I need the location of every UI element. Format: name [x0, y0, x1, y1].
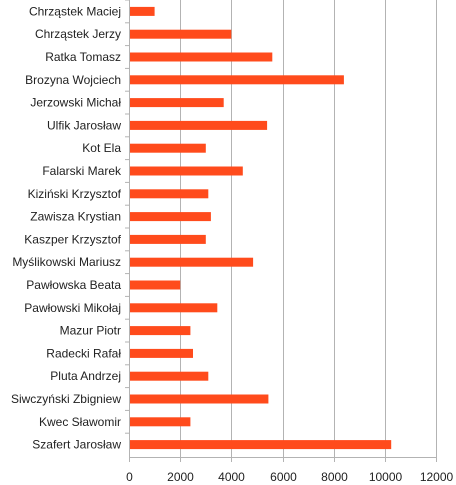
category-label: Falarski Marek: [42, 164, 122, 178]
bar: [130, 440, 392, 450]
bar: [130, 326, 191, 336]
category-label: Brozyna Wojciech: [25, 73, 121, 87]
bar: [130, 417, 191, 427]
x-tick-label: 0: [126, 470, 133, 484]
category-label: Chrząstek Maciej: [29, 4, 121, 18]
bar: [130, 75, 344, 85]
category-label: Myślikowski Mariusz: [12, 255, 121, 269]
bar: [130, 212, 211, 222]
category-label: Kiziński Krzysztof: [28, 187, 122, 201]
bar: [130, 189, 209, 199]
bar: [130, 98, 224, 108]
category-label: Kaszper Krzysztof: [24, 232, 121, 246]
category-label: Zawisza Krystian: [30, 210, 121, 224]
category-label: Chrząstek Jerzy: [35, 27, 121, 41]
bar: [130, 371, 209, 381]
x-tick-label: 4000: [218, 470, 245, 484]
x-tick-label: 10000: [369, 470, 403, 484]
bar: [130, 234, 206, 244]
bar: [130, 143, 206, 153]
bar: [130, 6, 155, 16]
category-label: Pawłowski Mikołaj: [24, 301, 121, 315]
grid-layer: [180, 0, 437, 457]
x-tick-label: 2000: [167, 470, 194, 484]
bar: [130, 280, 181, 290]
bar: [130, 120, 268, 130]
category-label: Szafert Jarosław: [32, 438, 121, 452]
category-label: Siwczyński Zbigniew: [11, 392, 121, 406]
category-label: Radecki Rafał: [46, 346, 121, 360]
category-label: Kot Ela: [82, 141, 121, 155]
category-label: Kwec Sławomir: [39, 415, 121, 429]
category-label: Ratka Tomasz: [45, 50, 121, 64]
category-label: Jerzowski Michał: [30, 96, 121, 110]
x-tick-label: 6000: [270, 470, 297, 484]
category-label: Pawłowska Beata: [26, 278, 121, 292]
x-tick-label: 12000: [420, 470, 454, 484]
category-label: Ulfik Jarosław: [47, 118, 121, 132]
category-label: Mazur Piotr: [60, 324, 121, 338]
bar: [130, 166, 243, 176]
bar: [130, 348, 193, 358]
bar: [130, 394, 269, 404]
label-layer: 0 2000 4000 6000 8000 10000 12000 Chrząstek Mac…: [11, 4, 454, 484]
axis-layer: [125, 0, 437, 462]
bar: [130, 52, 273, 62]
bar: [130, 29, 232, 39]
category-label: Pluta Andrzej: [50, 369, 121, 383]
bar: [130, 303, 218, 313]
bar: [130, 257, 254, 267]
x-tick-label: 8000: [321, 470, 348, 484]
bar-layer: [130, 6, 392, 450]
